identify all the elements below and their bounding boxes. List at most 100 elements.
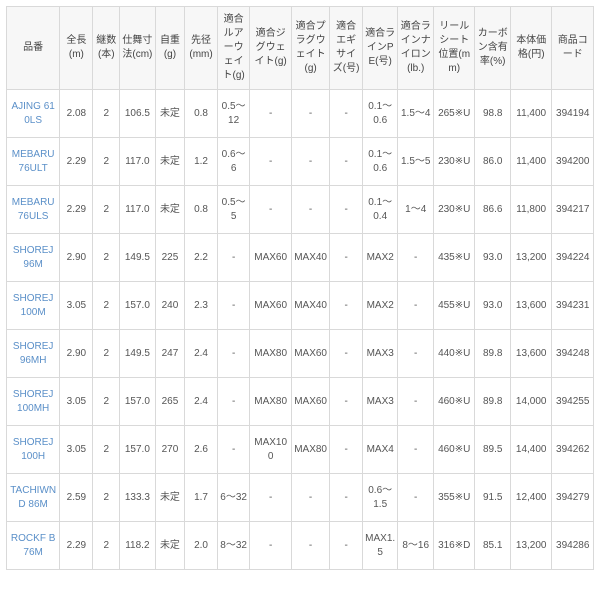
data-cell: 455※U bbox=[433, 282, 474, 330]
data-cell: 0.1～0.6 bbox=[362, 90, 398, 138]
data-cell: - bbox=[330, 522, 363, 570]
data-cell: 157.0 bbox=[120, 426, 156, 474]
column-header: リールシート位置(mm) bbox=[433, 7, 474, 90]
column-header: 品番 bbox=[7, 7, 60, 90]
data-cell: MAX60 bbox=[291, 378, 329, 426]
data-cell: 460※U bbox=[433, 426, 474, 474]
data-cell: 未定 bbox=[155, 474, 185, 522]
table-row: SHOREJ 100M3.052157.02402.3-MAX60MAX40-M… bbox=[7, 282, 594, 330]
data-cell: 2.90 bbox=[60, 330, 93, 378]
data-cell: 157.0 bbox=[120, 282, 156, 330]
data-cell: - bbox=[217, 234, 250, 282]
data-cell: 0.8 bbox=[185, 186, 218, 234]
data-cell: 14,400 bbox=[510, 426, 551, 474]
data-cell: 3.05 bbox=[60, 282, 93, 330]
product-code-cell[interactable]: MEBARU 76ULT bbox=[7, 138, 60, 186]
data-cell: - bbox=[330, 90, 363, 138]
data-cell: 未定 bbox=[155, 90, 185, 138]
data-cell: - bbox=[291, 522, 329, 570]
data-cell: 394224 bbox=[552, 234, 594, 282]
data-cell: 未定 bbox=[155, 186, 185, 234]
data-cell: MAX40 bbox=[291, 234, 329, 282]
data-cell: 91.5 bbox=[475, 474, 511, 522]
data-cell: - bbox=[217, 426, 250, 474]
data-cell: 394286 bbox=[552, 522, 594, 570]
product-code-cell[interactable]: AJING 610LS bbox=[7, 90, 60, 138]
data-cell: 3.05 bbox=[60, 378, 93, 426]
data-cell: 12,400 bbox=[510, 474, 551, 522]
data-cell: - bbox=[217, 282, 250, 330]
data-cell: MAX60 bbox=[250, 282, 291, 330]
product-code-cell[interactable]: TACHIWND 86M bbox=[7, 474, 60, 522]
data-cell: 11,400 bbox=[510, 138, 551, 186]
data-cell: 2 bbox=[93, 474, 120, 522]
data-cell: 6～32 bbox=[217, 474, 250, 522]
data-cell: 394200 bbox=[552, 138, 594, 186]
table-header-row: 品番全長(m)継数(本)仕舞寸法(cm)自重(g)先径(mm)適合ルアーウェイト… bbox=[7, 7, 594, 90]
product-code-cell[interactable]: SHOREJ 96M bbox=[7, 234, 60, 282]
data-cell: 未定 bbox=[155, 138, 185, 186]
data-cell: 106.5 bbox=[120, 90, 156, 138]
table-row: SHOREJ 96M2.902149.52252.2-MAX60MAX40-MA… bbox=[7, 234, 594, 282]
data-cell: - bbox=[330, 426, 363, 474]
data-cell: 11,400 bbox=[510, 90, 551, 138]
data-cell: 2.29 bbox=[60, 186, 93, 234]
data-cell: 93.0 bbox=[475, 282, 511, 330]
data-cell: 440※U bbox=[433, 330, 474, 378]
product-code-cell[interactable]: ROCKF B76M bbox=[7, 522, 60, 570]
data-cell: 86.6 bbox=[475, 186, 511, 234]
column-header: 本体価格(円) bbox=[510, 7, 551, 90]
data-cell: 270 bbox=[155, 426, 185, 474]
data-cell: 149.5 bbox=[120, 330, 156, 378]
data-cell: - bbox=[250, 138, 291, 186]
data-cell: 89.5 bbox=[475, 426, 511, 474]
data-cell: 2 bbox=[93, 186, 120, 234]
data-cell: 14,000 bbox=[510, 378, 551, 426]
table-row: TACHIWND 86M2.592133.3未定1.76～32---0.6～1.… bbox=[7, 474, 594, 522]
product-code-cell[interactable]: SHOREJ 100H bbox=[7, 426, 60, 474]
data-cell: 157.0 bbox=[120, 378, 156, 426]
data-cell: 2 bbox=[93, 330, 120, 378]
data-cell: 265 bbox=[155, 378, 185, 426]
data-cell: MAX3 bbox=[362, 330, 398, 378]
data-cell: 2.29 bbox=[60, 522, 93, 570]
data-cell: 230※U bbox=[433, 186, 474, 234]
data-cell: MAX40 bbox=[291, 282, 329, 330]
data-cell: 2 bbox=[93, 522, 120, 570]
product-code-cell[interactable]: SHOREJ 100M bbox=[7, 282, 60, 330]
column-header: 先径(mm) bbox=[185, 7, 218, 90]
column-header: 適合ルアーウェイト(g) bbox=[217, 7, 250, 90]
data-cell: - bbox=[398, 474, 434, 522]
data-cell: 1.5～5 bbox=[398, 138, 434, 186]
data-cell: MAX2 bbox=[362, 234, 398, 282]
data-cell: - bbox=[250, 474, 291, 522]
data-cell: 0.5～12 bbox=[217, 90, 250, 138]
data-cell: 2 bbox=[93, 426, 120, 474]
column-header: 適合エギサイズ(号) bbox=[330, 7, 363, 90]
data-cell: 240 bbox=[155, 282, 185, 330]
product-code-cell[interactable]: MEBARU 76ULS bbox=[7, 186, 60, 234]
table-row: MEBARU 76ULT2.292117.0未定1.20.6～6---0.1～0… bbox=[7, 138, 594, 186]
data-cell: - bbox=[291, 90, 329, 138]
data-cell: 0.1～0.6 bbox=[362, 138, 398, 186]
data-cell: 2 bbox=[93, 282, 120, 330]
data-cell: - bbox=[250, 522, 291, 570]
data-cell: - bbox=[330, 378, 363, 426]
data-cell: MAX1.5 bbox=[362, 522, 398, 570]
data-cell: 247 bbox=[155, 330, 185, 378]
product-code-cell[interactable]: SHOREJ 100MH bbox=[7, 378, 60, 426]
data-cell: - bbox=[398, 378, 434, 426]
data-cell: 394194 bbox=[552, 90, 594, 138]
data-cell: 117.0 bbox=[120, 138, 156, 186]
data-cell: MAX4 bbox=[362, 426, 398, 474]
data-cell: 2.2 bbox=[185, 234, 218, 282]
data-cell: - bbox=[330, 282, 363, 330]
data-cell: MAX80 bbox=[291, 426, 329, 474]
data-cell: 89.8 bbox=[475, 330, 511, 378]
data-cell: 394279 bbox=[552, 474, 594, 522]
data-cell: 0.1～0.4 bbox=[362, 186, 398, 234]
table-row: SHOREJ 100MH3.052157.02652.4-MAX80MAX60-… bbox=[7, 378, 594, 426]
data-cell: - bbox=[250, 186, 291, 234]
data-cell: 118.2 bbox=[120, 522, 156, 570]
product-code-cell[interactable]: SHOREJ 96MH bbox=[7, 330, 60, 378]
